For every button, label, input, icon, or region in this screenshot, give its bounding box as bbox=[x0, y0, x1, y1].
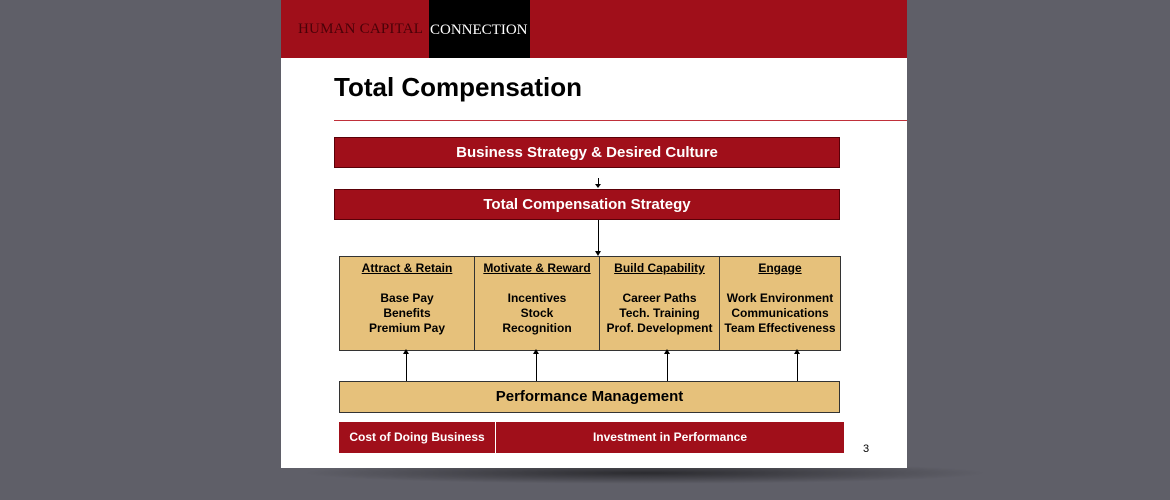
pillar: Engage Work Environment Communications Team… bbox=[719, 256, 841, 351]
box: Performance Management bbox=[339, 381, 840, 413]
arrow bbox=[598, 178, 599, 185]
pillar-item: Tech. Training bbox=[619, 306, 700, 320]
brand: CONNECTION bbox=[430, 22, 528, 38]
rule bbox=[334, 120, 907, 121]
brand: HUMAN CAPITAL bbox=[298, 21, 424, 37]
pillar-item: Stock bbox=[520, 306, 554, 320]
pillar-item: Recognition bbox=[502, 321, 572, 335]
arrow-head bbox=[533, 349, 539, 354]
arrow-head bbox=[595, 184, 601, 188]
arrow bbox=[667, 354, 668, 381]
arrow bbox=[797, 354, 798, 381]
pillar: Motivate & Reward Incentives Stock Recognit… bbox=[474, 256, 600, 351]
pillar-item: Premium Pay bbox=[368, 321, 446, 335]
pillar: Build Capability Career Paths Tech. Traini… bbox=[599, 256, 720, 351]
pillar-item: Career Paths bbox=[622, 291, 697, 305]
pillar-item: Benefits bbox=[383, 306, 431, 320]
pillar-item: Incentives bbox=[507, 291, 567, 305]
bottom-box: Cost of Doing Business bbox=[339, 422, 495, 453]
arrow bbox=[406, 354, 407, 381]
brand-box: CONNECTION bbox=[429, 0, 530, 58]
arrow-head bbox=[595, 251, 601, 256]
pillar-item: Team Effectiveness bbox=[724, 321, 836, 335]
pillar-item: Base Pay bbox=[380, 291, 434, 305]
pillar-heading: Attract & Retain bbox=[361, 261, 453, 275]
arrow-head bbox=[403, 349, 409, 354]
pillar-item: Communications bbox=[731, 306, 829, 320]
pillar: Attract & Retain Base Pay Benefits Premium … bbox=[339, 256, 475, 351]
header-bar: HUMAN CAPITAL CONNECTION bbox=[281, 0, 907, 58]
box: Business Strategy & Desired Culture bbox=[334, 137, 840, 168]
slide-title: Total Compensation bbox=[334, 72, 582, 102]
pillar-heading: Engage bbox=[758, 261, 802, 275]
bottom-box: Investment in Performance bbox=[496, 422, 844, 453]
page-number: 3 bbox=[863, 443, 870, 455]
arrow-head bbox=[664, 349, 670, 354]
pillar-heading: Build Capability bbox=[614, 261, 705, 275]
pillar-item: Work Environment bbox=[726, 291, 834, 305]
arrow bbox=[598, 220, 599, 252]
pillar-heading: Motivate & Reward bbox=[483, 261, 591, 275]
box: Total Compensation Strategy bbox=[334, 189, 840, 220]
pillar-item: Prof. Development bbox=[606, 321, 713, 335]
arrow-head bbox=[794, 349, 800, 354]
arrow bbox=[536, 354, 537, 381]
slide: HUMAN CAPITAL CONNECTION Total Compensat… bbox=[281, 0, 907, 468]
